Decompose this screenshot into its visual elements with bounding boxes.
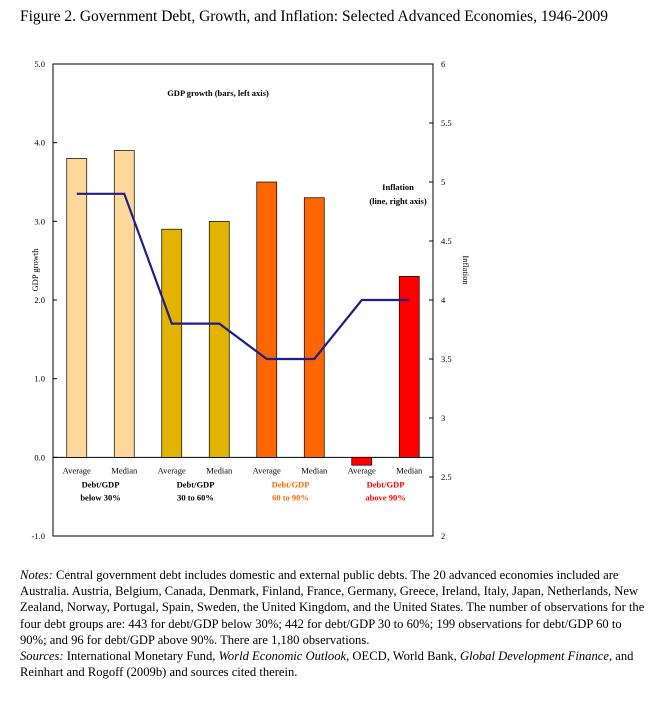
y2-tick-label: 5 <box>441 177 445 187</box>
y2-tick-label: 5.5 <box>441 118 452 128</box>
y-tick-label: 3.0 <box>34 216 45 226</box>
x-tick-label: Average <box>63 465 91 475</box>
sources-text-5: and Reinhart and Rogoff (2009b) and sour… <box>20 649 634 680</box>
group-label-line1: Debt/GDP <box>82 479 120 489</box>
bar <box>161 228 183 458</box>
bar <box>303 197 325 458</box>
y-tick-label: 5.0 <box>34 59 45 69</box>
y2-tick-label: 2 <box>441 531 445 541</box>
line-annotation-2: (line, right axis) <box>369 196 427 206</box>
x-tick-label: Median <box>206 465 233 475</box>
group-label-line2: above 90% <box>365 492 405 502</box>
y-tick-label: 2.0 <box>34 295 45 305</box>
y2-tick-label: 2.5 <box>441 472 452 482</box>
sources-label: Sources: <box>20 649 64 664</box>
notes: Notes: Central government debt includes … <box>20 567 645 680</box>
y-tick-label: 0.0 <box>34 452 45 462</box>
x-tick-label: Median <box>111 465 138 475</box>
x-tick-label: Median <box>301 465 328 475</box>
bar <box>398 276 420 458</box>
y2-tick-label: 3 <box>441 413 445 423</box>
figure-title: Figure 2. Government Debt, Growth, and I… <box>20 8 609 25</box>
y2-tick-label: 4 <box>441 295 446 305</box>
sources-text-1: International Monetary Fund, <box>63 649 219 664</box>
y2-tick-label: 4.5 <box>441 236 452 246</box>
group-label-line2: 30 to 60% <box>177 492 214 502</box>
y-axis-label: GDP growth <box>30 248 40 292</box>
y2-axis-label: Inflation <box>461 255 471 285</box>
inflation-line <box>76 192 410 361</box>
bar <box>351 456 373 466</box>
line-annotation-1: Inflation <box>382 182 414 192</box>
y-tick-label: -1.0 <box>32 531 45 541</box>
bar <box>208 220 230 458</box>
y2-tick-label: 6 <box>441 59 445 69</box>
y-tick-label: 4.0 <box>34 138 45 148</box>
x-tick-label: Median <box>396 465 423 475</box>
y-tick-label: 1.0 <box>34 374 45 384</box>
y2-tick-label: 3.5 <box>441 354 452 364</box>
x-tick-label: Average <box>158 465 186 475</box>
notes-text: Central government debt includes domesti… <box>20 568 645 647</box>
sources-text-4: Global Development Finance, <box>459 649 613 664</box>
sources-text-2: World Economic Outlook <box>218 649 347 664</box>
bar <box>256 181 278 458</box>
chart: 5.0 4.0 3.0 2.0 1.0 0.0 -1.0 6 5.5 5 4.5 4 3.5 3 2.5 2 G… <box>30 59 471 541</box>
group-label-line2: 60 to 90% <box>272 492 309 502</box>
notes-label: Notes: <box>20 568 53 582</box>
sources-text-3: , OECD, World Bank, <box>346 649 460 664</box>
x-tick-label: Average <box>253 465 281 475</box>
group-label-line1: Debt/GDP <box>272 479 310 489</box>
group-label-line2: below 30% <box>80 492 120 502</box>
bar <box>66 158 88 458</box>
group-label-line1: Debt/GDP <box>177 479 215 489</box>
bars-annotation: GDP growth (bars, left axis) <box>167 88 269 98</box>
group-label-line1: Debt/GDP <box>367 479 405 489</box>
x-tick-label: Average <box>348 465 376 475</box>
bar <box>113 150 135 458</box>
